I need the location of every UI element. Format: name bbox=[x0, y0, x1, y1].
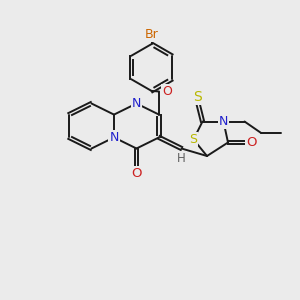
Text: S: S bbox=[194, 90, 202, 104]
Text: N: N bbox=[219, 115, 228, 128]
Text: O: O bbox=[246, 136, 256, 149]
Text: N: N bbox=[109, 131, 119, 144]
Text: O: O bbox=[163, 85, 172, 98]
Text: S: S bbox=[189, 133, 197, 146]
Text: O: O bbox=[131, 167, 142, 180]
Text: Br: Br bbox=[145, 28, 158, 41]
Text: H: H bbox=[177, 152, 186, 165]
Text: N: N bbox=[132, 97, 141, 110]
